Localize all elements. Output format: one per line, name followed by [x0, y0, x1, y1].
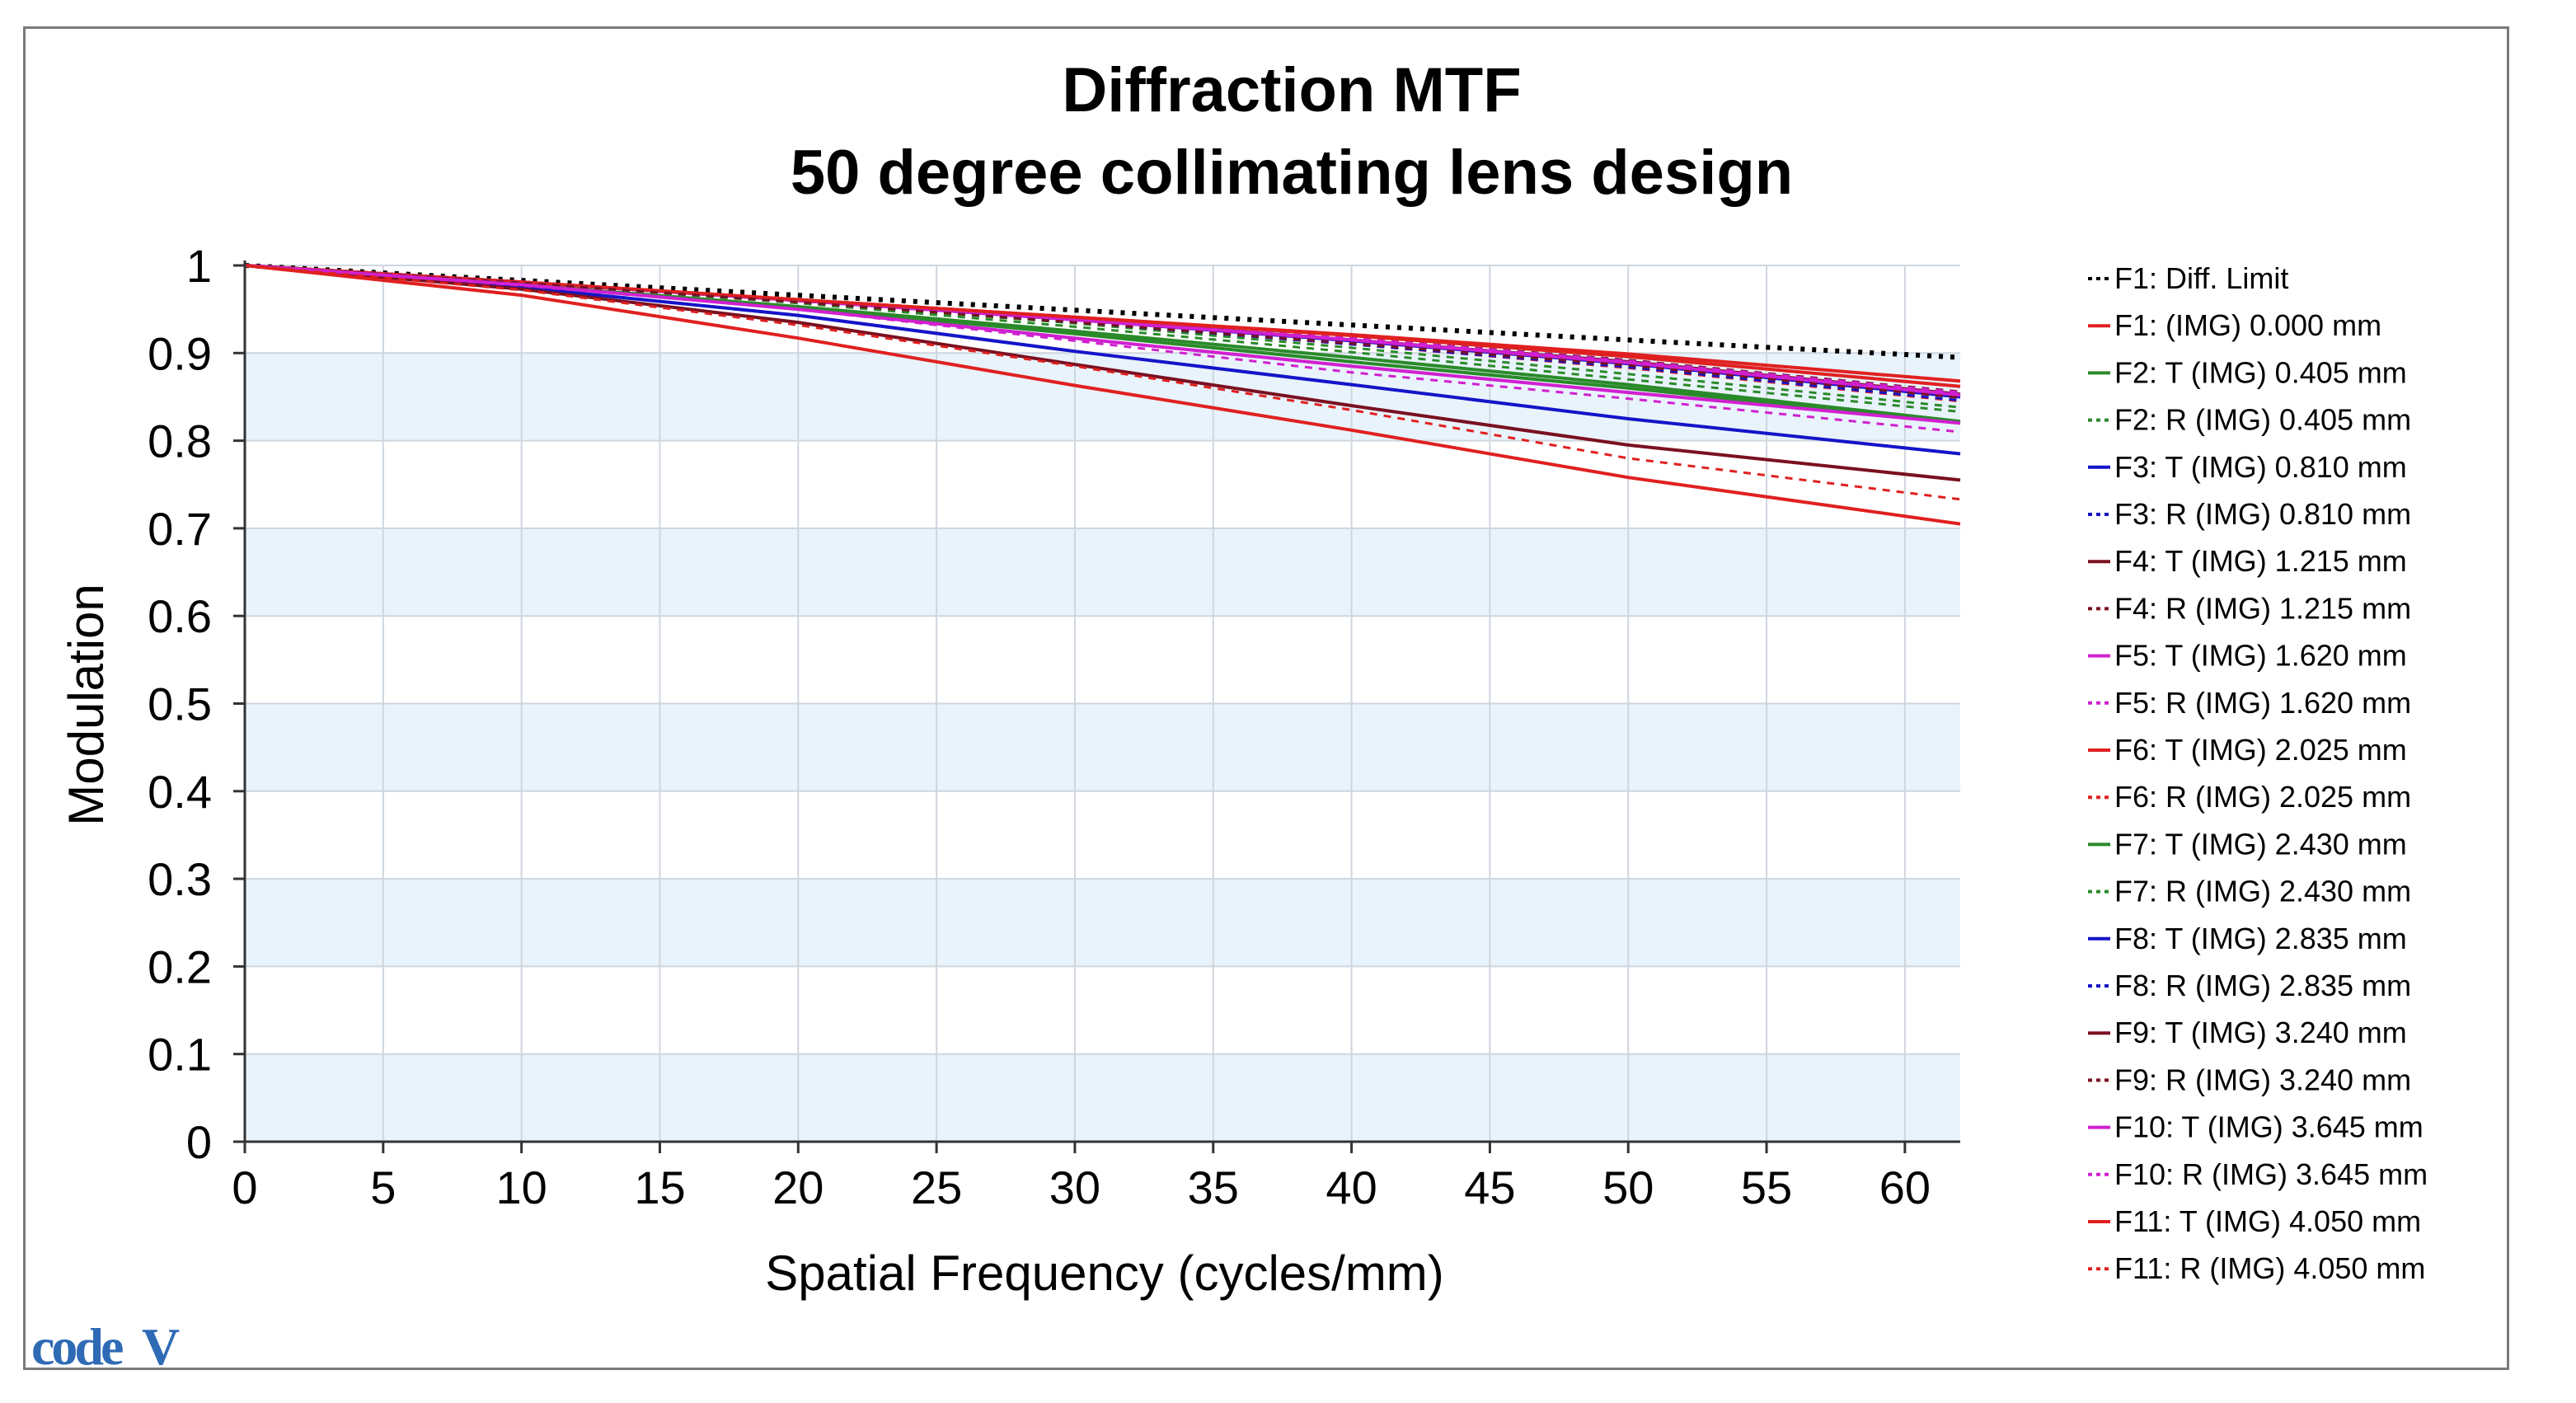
legend-entry: F1: Diff. Limit — [2114, 261, 2288, 295]
plot-background-bands — [245, 353, 1960, 1142]
x-tick-label: 15 — [634, 1161, 685, 1213]
legend: F1: Diff. Limit F1: (IMG) 0.000 mm F2: T (… — [2088, 261, 2428, 1285]
legend-entry: F4: R (IMG) 1.215 mm — [2114, 591, 2411, 625]
y-tick-label: 0.4 — [148, 766, 212, 818]
legend-entry: F11: T (IMG) 4.050 mm — [2114, 1204, 2421, 1238]
y-axis-label: Modulation — [59, 584, 114, 826]
legend-entry: F5: R (IMG) 1.620 mm — [2114, 686, 2411, 720]
series-line — [244, 264, 1961, 413]
codev-logo: code V — [31, 1317, 183, 1376]
plot-band — [245, 703, 1960, 791]
legend-entry: F8: R (IMG) 2.835 mm — [2114, 969, 2411, 1002]
legend-entry: F2: R (IMG) 0.405 mm — [2114, 403, 2411, 437]
legend-entry: F10: R (IMG) 3.645 mm — [2114, 1157, 2428, 1191]
y-tick-label: 0.8 — [148, 415, 212, 467]
legend-entry: F7: T (IMG) 2.430 mm — [2114, 827, 2407, 861]
x-tick-label: 60 — [1879, 1161, 1931, 1213]
logo-wordmark: code — [31, 1317, 123, 1376]
plot-axes — [233, 260, 1960, 1153]
x-tick-label: 0 — [232, 1161, 257, 1213]
x-tick-label: 40 — [1326, 1161, 1377, 1213]
legend-entry: F6: R (IMG) 2.025 mm — [2114, 780, 2411, 814]
legend-entry: F7: R (IMG) 2.430 mm — [2114, 875, 2411, 908]
plot-band — [245, 528, 1960, 617]
y-tick-label: 0 — [186, 1116, 212, 1168]
series-line — [244, 264, 1961, 482]
x-tick-label: 50 — [1602, 1161, 1654, 1213]
series-lines — [244, 263, 1961, 526]
x-tick-label: 25 — [911, 1161, 962, 1213]
series-line — [244, 264, 1961, 434]
x-tick-label: 30 — [1049, 1161, 1100, 1213]
y-tick-label: 0.6 — [148, 590, 212, 642]
legend-entry: F2: T (IMG) 0.405 mm — [2114, 355, 2407, 389]
series-line — [244, 264, 1961, 399]
chart-frame — [23, 26, 2509, 1370]
y-tick-label: 0.5 — [148, 678, 212, 730]
legend-entry: F1: (IMG) 0.000 mm — [2114, 308, 2381, 342]
y-tick-label: 0.3 — [148, 853, 212, 905]
y-tick-label: 0.2 — [148, 941, 212, 992]
logo-mark: V — [142, 1317, 180, 1376]
x-tick-label: 45 — [1464, 1161, 1515, 1213]
plot-band — [245, 1053, 1960, 1142]
legend-entry: F5: T (IMG) 1.620 mm — [2114, 639, 2407, 673]
legend-entry: F9: T (IMG) 3.240 mm — [2114, 1016, 2407, 1049]
plot-grid — [244, 265, 1960, 1143]
legend-entry: F4: T (IMG) 1.215 mm — [2114, 544, 2407, 578]
x-tick-label: 20 — [772, 1161, 823, 1213]
chart-title-line-1: Diffraction MTF — [1062, 55, 1521, 125]
x-tick-label: 10 — [495, 1161, 547, 1213]
legend-entry: F3: R (IMG) 0.810 mm — [2114, 497, 2411, 531]
x-tick-label: 5 — [370, 1161, 396, 1213]
y-tick-label: 0.7 — [148, 503, 212, 555]
y-tick-label: 1 — [186, 240, 212, 292]
y-tick-label: 0.1 — [148, 1029, 212, 1081]
tick-labels: 0 5 10 15 20 25 30 35 40 45 50 55 60 0 0.1 0.2 0.3 0.4 0.5… — [148, 240, 1931, 1213]
x-axis-label: Spatial Frequency (cycles/mm) — [765, 1246, 1444, 1301]
x-tick-label: 55 — [1741, 1161, 1792, 1213]
legend-entry: F8: T (IMG) 2.835 mm — [2114, 922, 2407, 955]
legend-entry: F11: R (IMG) 4.050 mm — [2114, 1251, 2425, 1285]
legend-entry: F3: T (IMG) 0.810 mm — [2114, 450, 2407, 484]
series-line — [244, 264, 1961, 425]
series-line — [244, 263, 1961, 360]
y-tick-label: 0.9 — [148, 327, 212, 379]
chart-title-line-2: 50 degree collimating lens design — [791, 138, 1793, 208]
series-line — [244, 264, 1961, 456]
x-tick-label: 35 — [1188, 1161, 1239, 1213]
plot-band — [245, 879, 1960, 967]
series-line — [244, 264, 1961, 526]
legend-entry: F10: T (IMG) 3.645 mm — [2114, 1110, 2424, 1144]
legend-entry: F9: R (IMG) 3.240 mm — [2114, 1063, 2411, 1096]
legend-entry: F6: T (IMG) 2.025 mm — [2114, 733, 2407, 767]
series-line — [244, 264, 1961, 388]
